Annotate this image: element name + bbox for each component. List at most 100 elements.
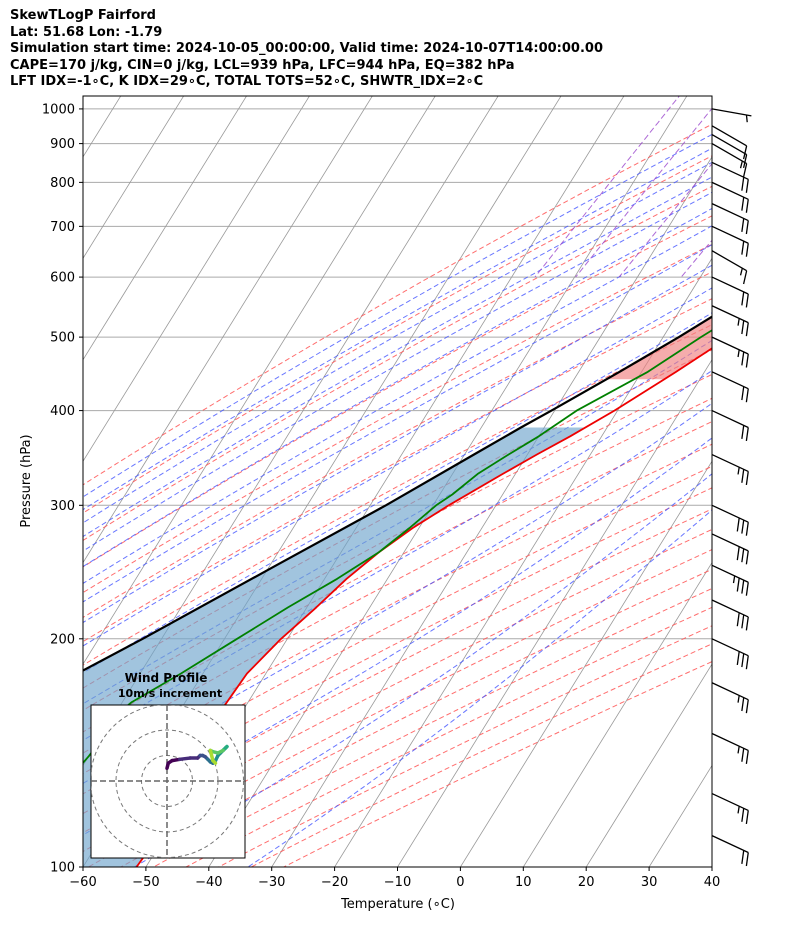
barb-flag <box>745 550 749 565</box>
barb-flag <box>741 653 745 668</box>
barb-shaft <box>711 143 747 165</box>
barb-shaft <box>711 181 749 200</box>
hodograph-title: Wind Profile <box>125 671 208 685</box>
moist-adiabat <box>247 509 712 867</box>
dry-adiabat <box>83 243 712 594</box>
x-axis-label: Temperature (∘C) <box>340 897 455 912</box>
barb-flag <box>741 808 745 822</box>
wind-barb <box>711 181 749 213</box>
axes: −60 −50 −40 −30 −20 −10 0 10 20 30 40 1000 900 800 700… <box>42 102 720 890</box>
barb-flag <box>745 852 749 867</box>
barb-flag <box>736 612 740 627</box>
barb-shaft <box>711 125 747 147</box>
cape-cin-levels: CAPE=170 j/kg, CIN=0 j/kg, LCL=939 hPa, … <box>10 57 515 73</box>
wind-barb <box>711 108 752 123</box>
wind-barb <box>711 225 749 257</box>
barb-half-flag <box>737 746 740 754</box>
wind-barb <box>711 125 748 160</box>
barb-shaft <box>711 409 749 429</box>
x-tick-label: −60 <box>69 875 96 890</box>
moist-adiabat <box>83 370 712 741</box>
isotherm-line <box>0 78 69 902</box>
barb-shaft <box>711 638 749 657</box>
wind-barb <box>711 599 749 631</box>
hodograph-subtitle: 10m/s increment <box>118 687 222 700</box>
mixing-ratio-line <box>534 96 680 278</box>
barb-flag <box>741 386 745 401</box>
barb-flag <box>736 546 740 561</box>
mixing-ratio-line <box>680 239 712 278</box>
moist-adiabat <box>83 244 712 603</box>
moist-adiabat <box>83 207 712 568</box>
barb-flag <box>741 351 745 366</box>
barb-half-flag <box>737 349 740 358</box>
cin-area <box>606 316 712 380</box>
barb-flag <box>745 179 749 193</box>
wind-barb <box>711 533 749 565</box>
y-tick-label: 100 <box>50 861 75 876</box>
isotherm-line <box>459 460 712 867</box>
isotherm-line <box>83 96 373 564</box>
barb-flag <box>741 425 745 439</box>
barb-flag <box>742 145 748 160</box>
barb-half-flag <box>737 806 740 814</box>
isotherm-line <box>334 257 712 867</box>
barb-flag <box>741 520 745 534</box>
y-tick-label: 1000 <box>42 102 75 117</box>
moist-adiabat <box>83 225 712 584</box>
barb-flag <box>745 471 749 486</box>
y-tick-label: 600 <box>50 271 75 286</box>
barb-shaft <box>711 682 749 701</box>
barb-half-flag <box>739 160 743 169</box>
barb-flag <box>741 748 745 762</box>
barb-flag <box>745 810 749 825</box>
barb-flag <box>745 243 749 257</box>
barb-shaft <box>711 225 749 244</box>
hodograph-inset: Wind Profile 10m/s increment <box>90 671 246 859</box>
barb-flag <box>742 154 748 168</box>
barb-flag <box>741 548 745 563</box>
barb-flag <box>741 291 745 306</box>
y-tick-label: 500 <box>50 331 75 346</box>
wind-barb <box>711 143 748 178</box>
barb-shaft <box>711 533 749 552</box>
background-grid <box>0 78 794 902</box>
x-tick-label: −20 <box>321 875 348 890</box>
barb-shaft <box>711 276 749 295</box>
x-tick-label: 30 <box>641 875 658 890</box>
barb-shaft <box>711 453 749 473</box>
x-tick-label: −30 <box>258 875 285 890</box>
moist-adiabat <box>83 264 712 624</box>
isotherm-line <box>522 561 712 867</box>
wind-barb <box>711 203 749 235</box>
barb-flag <box>745 388 749 403</box>
barb-flag <box>736 651 740 666</box>
y-tick-label: 900 <box>50 137 75 152</box>
x-tick-label: 20 <box>578 875 595 890</box>
x-tick-label: 40 <box>704 875 721 890</box>
moist-adiabat <box>83 161 712 524</box>
barb-shaft <box>711 371 749 390</box>
isotherm-line <box>648 764 712 867</box>
x-tick-label: −40 <box>195 875 222 890</box>
barb-flag <box>745 582 749 596</box>
wind-barb <box>711 371 749 403</box>
barb-flag <box>745 616 749 631</box>
barb-flag <box>745 522 749 536</box>
moist-adiabat <box>83 133 712 498</box>
x-tick-label: 10 <box>515 875 532 890</box>
barb-shaft <box>711 305 749 324</box>
barb-half-flag <box>737 467 740 475</box>
barb-flag <box>745 322 749 337</box>
mixing-ratio-line <box>787 93 794 277</box>
mixing-ratio-line <box>575 107 712 278</box>
barb-shaft <box>711 835 749 854</box>
barb-flag <box>745 427 749 442</box>
barb-flag <box>741 241 745 255</box>
barb-shaft <box>711 161 749 180</box>
x-tick-label: 0 <box>456 875 464 890</box>
barb-flag <box>745 293 749 308</box>
isotherm-line <box>585 663 712 867</box>
moist-adiabat <box>83 437 712 836</box>
mixing-ratio-line <box>732 93 794 277</box>
